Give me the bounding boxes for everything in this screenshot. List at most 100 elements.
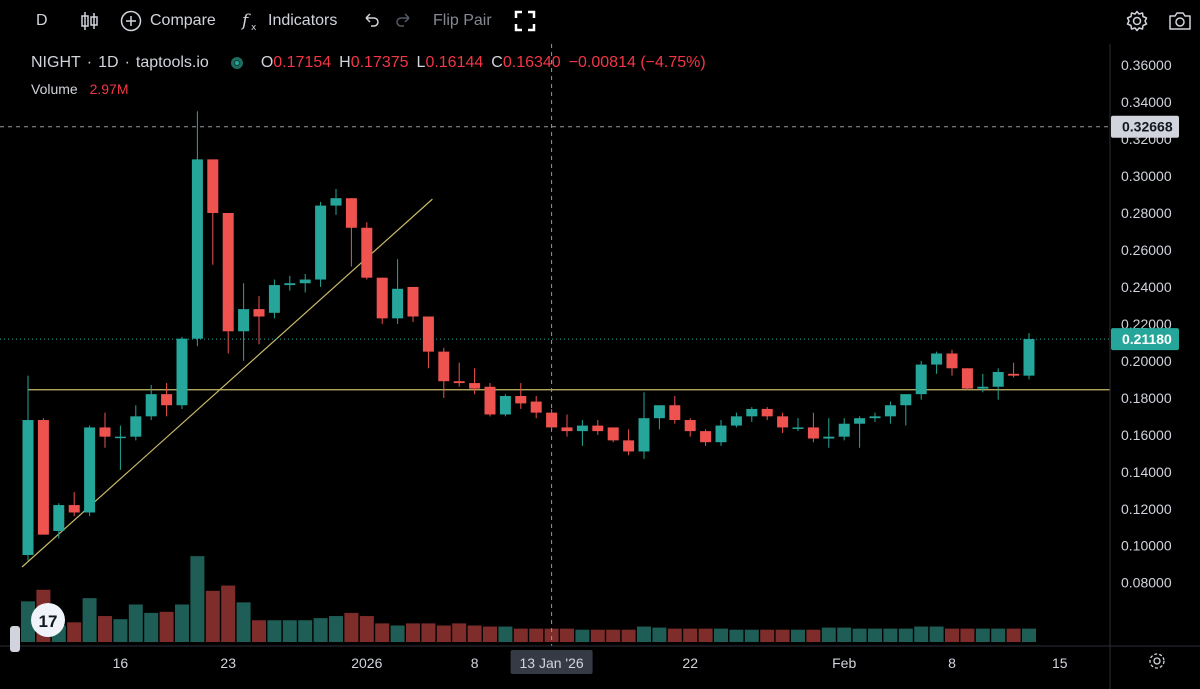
- volume-bar: [282, 620, 297, 642]
- candle-body: [238, 309, 250, 332]
- candle-body: [392, 288, 404, 319]
- candle-body: [68, 505, 80, 513]
- crosshair-price-badge: 0.32668: [1111, 115, 1179, 138]
- fullscreen-icon: [514, 10, 536, 32]
- interval-button[interactable]: D: [36, 0, 48, 42]
- interval-label: D: [36, 12, 48, 29]
- undo-button[interactable]: [362, 0, 380, 42]
- candle-body: [869, 416, 881, 419]
- volume-bar: [744, 629, 759, 642]
- volume-bar: [82, 598, 97, 642]
- candle-body: [515, 396, 527, 404]
- candle: [484, 383, 496, 417]
- candle-body: [746, 408, 758, 417]
- top-toolbar: D Compare f x Indicators Fl: [0, 0, 1200, 42]
- candle-body: [469, 383, 481, 389]
- svg-text:x: x: [251, 23, 257, 32]
- candle: [977, 373, 989, 393]
- price-tick-label: 0.30000: [1121, 168, 1172, 184]
- candle: [145, 384, 157, 421]
- volume-bar: [236, 602, 251, 642]
- snapshot-button[interactable]: [1168, 0, 1192, 42]
- candle-body: [592, 425, 604, 432]
- chart-type-button[interactable]: [79, 0, 99, 42]
- crosshair-date-badge: [510, 650, 593, 674]
- candle: [422, 316, 434, 369]
- candle: [638, 392, 650, 459]
- indicators-button[interactable]: f x Indicators: [240, 0, 337, 42]
- candle: [1008, 362, 1020, 378]
- compare-button[interactable]: Compare: [120, 0, 216, 42]
- candle: [761, 407, 773, 421]
- price-tick-label: 0.26000: [1121, 242, 1172, 258]
- candle-body: [561, 427, 573, 432]
- candle: [854, 416, 866, 448]
- flip-pair-button[interactable]: Flip Pair: [433, 0, 492, 42]
- candle-body: [438, 351, 450, 382]
- candle: [84, 425, 96, 517]
- price-tick-label: 0.08000: [1121, 575, 1172, 591]
- time-tick-label: 22: [682, 655, 698, 671]
- candle: [299, 273, 311, 293]
- candle: [838, 418, 850, 441]
- indicators-label: Indicators: [268, 12, 338, 29]
- reference-lines: [0, 44, 1110, 646]
- candle: [807, 412, 819, 443]
- candle: [268, 279, 280, 319]
- candle: [438, 347, 450, 398]
- candle-body: [315, 205, 327, 280]
- candle: [191, 111, 203, 347]
- legend-source: taptools.io: [135, 54, 209, 71]
- candle-body: [361, 227, 373, 278]
- volume-bar: [667, 628, 682, 642]
- candle: [515, 383, 527, 409]
- compare-label: Compare: [150, 12, 216, 29]
- volume-bar: [714, 628, 728, 642]
- candle-body: [931, 353, 943, 365]
- redo-button[interactable]: [395, 0, 413, 42]
- price-tick-label: 0.36000: [1121, 57, 1172, 73]
- volume-bar: [159, 611, 174, 642]
- close-value: 0.16340: [502, 54, 561, 71]
- last-price-badge-text: 0.21180: [1122, 331, 1172, 347]
- candle-body: [653, 405, 665, 419]
- candle-body: [576, 425, 588, 432]
- candle-body: [191, 159, 203, 339]
- candle: [961, 368, 973, 391]
- volume-bar: [991, 628, 1006, 642]
- volume-bar: [344, 612, 359, 642]
- volume-bar: [560, 628, 574, 642]
- candle-body: [623, 440, 635, 452]
- volume-bar: [436, 625, 451, 642]
- volume-bar: [267, 620, 282, 642]
- flip-pair-label: Flip Pair: [433, 12, 492, 29]
- camera-icon: [1169, 12, 1191, 30]
- candle: [361, 222, 373, 280]
- candle: [130, 405, 142, 441]
- fullscreen-button[interactable]: [514, 0, 536, 42]
- volume-bar: [698, 628, 713, 642]
- settings-button[interactable]: [1126, 0, 1148, 42]
- candle: [915, 360, 927, 400]
- volume-value: 2.97M: [89, 81, 129, 97]
- volume-bar: [1022, 628, 1036, 642]
- candle-body: [777, 416, 789, 428]
- candle-body: [268, 285, 280, 313]
- volume-bar: [98, 616, 112, 642]
- volume-bar: [929, 626, 944, 642]
- candle: [161, 383, 173, 417]
- volume-bar: [637, 626, 651, 642]
- open-key: O: [260, 54, 274, 71]
- volume-bar: [513, 628, 528, 642]
- volume-bar: [1006, 628, 1021, 642]
- candle: [946, 349, 958, 376]
- candle: [392, 259, 404, 324]
- candle-body: [114, 436, 126, 439]
- volume-legend: Volume 2.97M: [31, 81, 129, 97]
- volume-bar: [390, 625, 405, 642]
- candle-body: [977, 386, 989, 389]
- candle: [37, 418, 49, 535]
- candle: [207, 159, 219, 265]
- candle-body: [684, 420, 696, 432]
